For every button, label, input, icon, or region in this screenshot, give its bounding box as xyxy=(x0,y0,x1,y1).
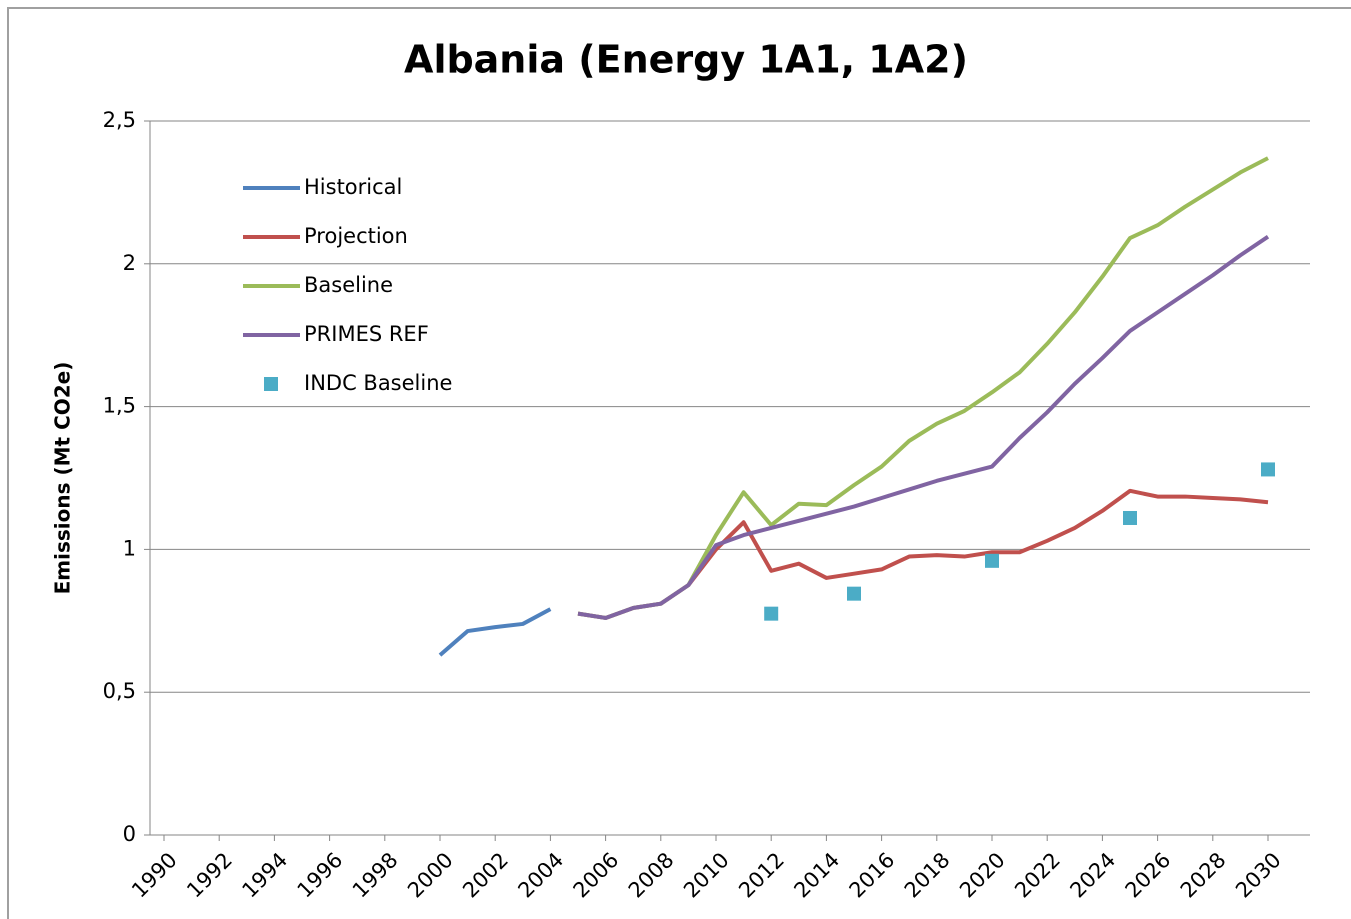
indc-marker xyxy=(764,606,779,621)
legend-label: PRIMES REF xyxy=(304,322,429,346)
y-tick-label: 0 xyxy=(123,822,136,846)
y-tick-label: 1,5 xyxy=(103,394,136,418)
y-tick-label: 2 xyxy=(123,251,136,275)
indc-marker xyxy=(1261,462,1275,477)
chart-title: Albania (Energy 1A1, 1A2) xyxy=(404,38,968,82)
y-tick-label: 2,5 xyxy=(103,108,136,132)
indc-marker xyxy=(847,586,861,601)
series-line xyxy=(438,607,552,657)
legend-swatch xyxy=(264,377,278,391)
legend-label: Historical xyxy=(304,175,402,199)
indc-marker xyxy=(1123,510,1137,525)
y-tick-label: 1 xyxy=(123,536,136,560)
indc-marker xyxy=(985,553,999,568)
legend-label: Baseline xyxy=(304,273,393,297)
legend-label: Projection xyxy=(304,224,408,248)
chart-frame xyxy=(7,7,1351,919)
legend-label: INDC Baseline xyxy=(304,371,452,395)
y-axis-label: Emissions (Mt CO2e) xyxy=(51,362,75,595)
y-tick-label: 0,5 xyxy=(103,679,136,703)
series-line xyxy=(577,235,1270,620)
